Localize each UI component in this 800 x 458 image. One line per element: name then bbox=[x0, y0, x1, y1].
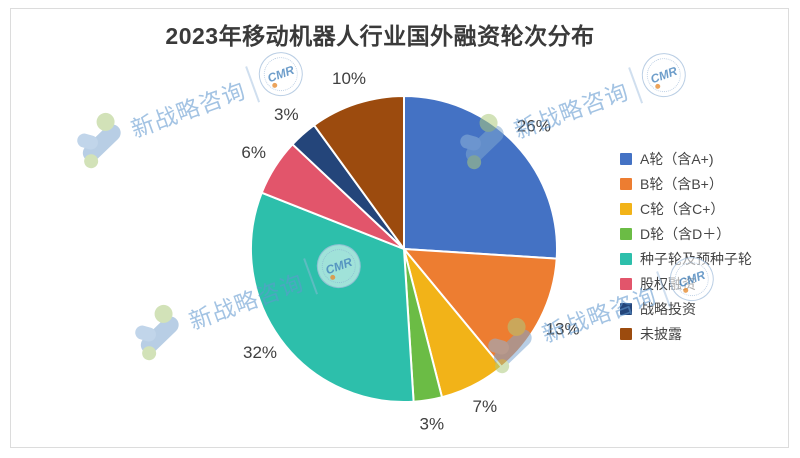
legend-marker bbox=[620, 227, 632, 240]
legend-marker bbox=[620, 177, 632, 190]
legend-item-3[interactable]: D轮（含D＋） bbox=[620, 221, 752, 246]
legend-label: 种子轮及预种子轮 bbox=[640, 250, 752, 267]
pie-label: 7% bbox=[473, 397, 498, 416]
legend-item-6[interactable]: 战略投资 bbox=[620, 296, 752, 321]
legend-marker bbox=[620, 302, 632, 315]
pie-label: 13% bbox=[546, 319, 580, 338]
legend-item-5[interactable]: 股权融资 bbox=[620, 271, 752, 296]
legend-marker bbox=[620, 152, 632, 165]
pie-label: 3% bbox=[274, 105, 299, 124]
legend-item-0[interactable]: A轮（含A+) bbox=[620, 146, 752, 171]
legend-label: 股权融资 bbox=[640, 275, 696, 292]
legend-marker bbox=[620, 277, 632, 290]
legend: A轮（含A+) B轮（含B+） C轮（含C+） D轮（含D＋） 种子轮及预种子轮 股权融资… bbox=[620, 146, 752, 346]
legend-marker bbox=[620, 327, 632, 340]
legend-label: B轮（含B+） bbox=[640, 175, 723, 192]
pie-label: 32% bbox=[243, 343, 277, 362]
legend-item-7[interactable]: 未披露 bbox=[620, 321, 752, 346]
legend-marker bbox=[620, 202, 632, 215]
pie-slice-0[interactable] bbox=[403, 95, 559, 260]
legend-label: 战略投资 bbox=[640, 300, 696, 317]
pie-label: 26% bbox=[517, 117, 551, 136]
legend-label: A轮（含A+) bbox=[640, 150, 714, 167]
legend-marker bbox=[620, 252, 632, 265]
legend-label: 未披露 bbox=[640, 325, 682, 342]
legend-item-4[interactable]: 种子轮及预种子轮 bbox=[620, 246, 752, 271]
legend-label: C轮（含C+） bbox=[640, 200, 725, 217]
legend-item-1[interactable]: B轮（含B+） bbox=[620, 171, 752, 196]
pie-label: 6% bbox=[241, 143, 266, 162]
legend-item-2[interactable]: C轮（含C+） bbox=[620, 196, 752, 221]
pie-slice-4[interactable] bbox=[250, 191, 415, 404]
pie-label: 3% bbox=[420, 414, 445, 433]
pie-slice-7[interactable] bbox=[313, 95, 405, 250]
legend-label: D轮（含D＋） bbox=[640, 225, 731, 242]
pie-label: 10% bbox=[332, 69, 366, 88]
chart-title: 2023年移动机器人行业国外融资轮次分布 bbox=[165, 23, 595, 49]
